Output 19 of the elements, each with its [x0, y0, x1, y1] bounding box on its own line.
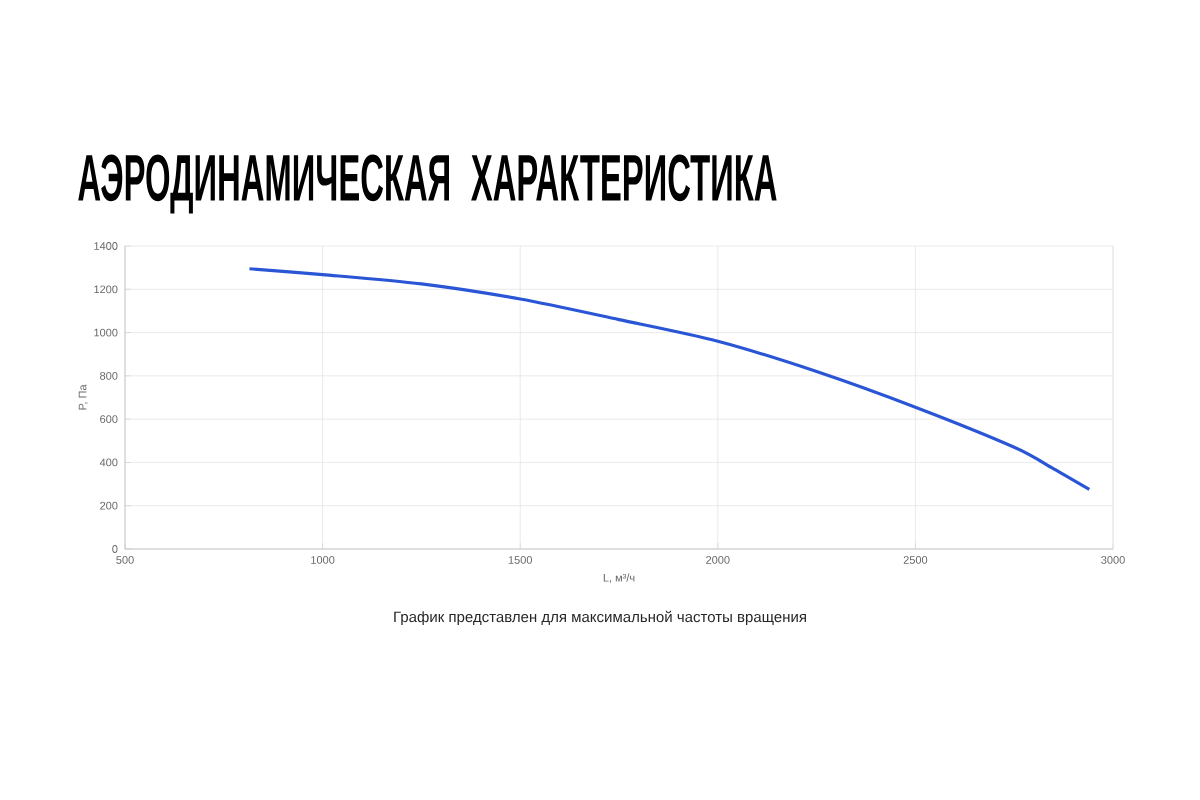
x-tick-label: 3000	[1101, 556, 1125, 564]
text: График представлен для максимальной частоты вращения	[394, 610, 806, 626]
y-tick-label: 800	[100, 371, 118, 380]
x-tick-label: 2000	[706, 556, 730, 564]
x-tick-label: 1500	[508, 556, 532, 564]
y-axis-title: P, Па	[78, 384, 88, 410]
y-tick-label: 200	[100, 501, 118, 510]
x-tick-label: 500	[116, 556, 134, 564]
y-tick-label: 1000	[94, 328, 118, 337]
line-series	[247, 267, 1091, 492]
x-axis-title: L, м³/ч	[603, 573, 635, 583]
x-tick-label: 2500	[903, 556, 928, 564]
y-tick-label: 400	[99, 458, 118, 467]
y-tick-label: 1200	[94, 285, 118, 294]
y-tick-label: 1400	[94, 242, 118, 250]
x-tick-label: 1000	[311, 556, 335, 564]
chart-title: АЭРОДИНАМИЧЕСКАЯ ХАРАКТЕРИСТИКА	[78, 154, 777, 214]
y-tick-label: 0	[112, 545, 118, 553]
y-tick-label: 600	[100, 415, 118, 424]
